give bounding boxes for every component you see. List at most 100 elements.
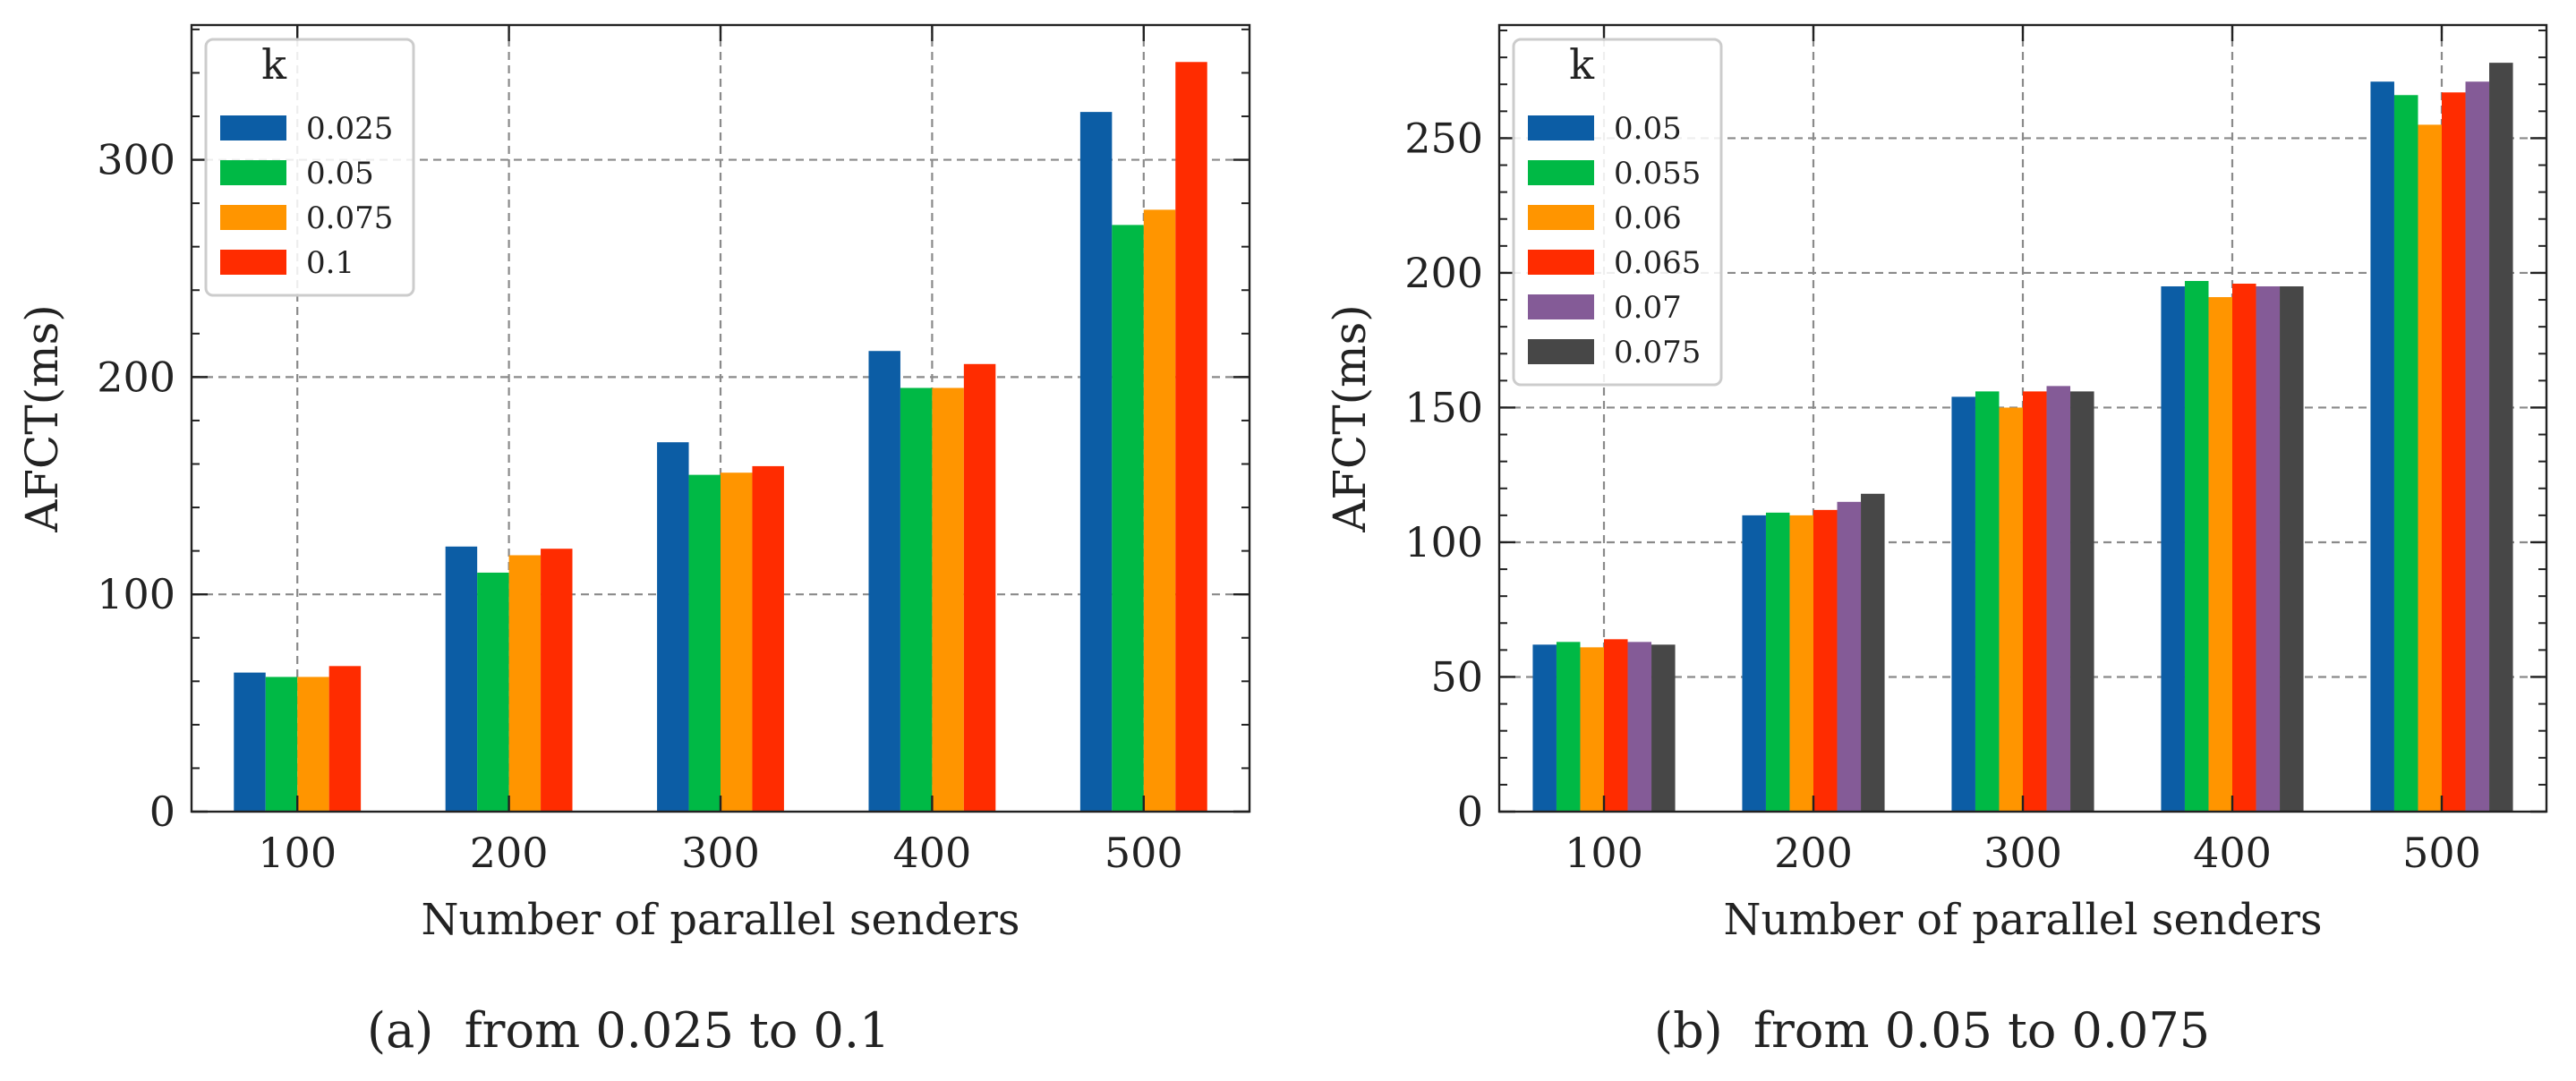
chart-b-bar (2161, 285, 2185, 812)
chart-a: 0 100 200 300 100 200 300 400 500 Number of paral… (16, 23, 1251, 945)
chart-a-y-tick-label: 200 (97, 353, 175, 401)
chart-b-bar (2280, 285, 2304, 812)
caption-b: (b) from 0.05 to 0.075 (1654, 1002, 2210, 1059)
chart-b-bar (2418, 124, 2442, 813)
caption-a-text: from 0.025 to 0.1 (464, 1002, 891, 1059)
chart-a-bar (900, 387, 933, 812)
chart-a-legend-label: 0.075 (306, 200, 393, 236)
chart-a-y-axis-label: AFCT(ms) (16, 304, 68, 533)
chart-b-legend-label: 0.075 (1614, 335, 1701, 370)
chart-b-x-tick-label: 300 (1983, 829, 2062, 877)
chart-b-bar (1789, 515, 1813, 812)
chart-b-bar (1861, 493, 1885, 812)
chart-b-bar (1532, 644, 1557, 812)
chart-b-legend-label: 0.07 (1614, 290, 1682, 326)
chart-a-bar (868, 351, 900, 812)
caption-b-label: (b) (1654, 1002, 1723, 1059)
chart-b-bar (2442, 92, 2466, 813)
chart-a-x-tick-label: 300 (681, 829, 760, 877)
chart-b-legend-swatch (1528, 294, 1594, 319)
chart-b: 0 50 100 150 200 250 100 200 300 400 500 Number of … (1324, 23, 2548, 945)
chart-b-bar (2465, 81, 2490, 812)
chart-a-legend-title: k (261, 40, 287, 89)
chart-b-bar (2232, 283, 2256, 812)
chart-a-bar (1079, 112, 1113, 812)
chart-b-x-tick-label: 500 (2402, 829, 2481, 877)
chart-b-bar (1556, 642, 1581, 812)
chart-a-bar (265, 677, 298, 812)
chart-a-bar (445, 546, 478, 812)
chart-a-legend-swatch (220, 205, 286, 230)
chart-b-y-axis-label: AFCT(ms) (1324, 304, 1376, 533)
chart-b-bar (2046, 386, 2071, 812)
chart-b-bar (2393, 95, 2418, 813)
caption-a-label: (a) (367, 1002, 434, 1059)
chart-b-bar (1580, 647, 1604, 812)
chart-b-y-tick-label: 200 (1404, 249, 1483, 297)
chart-a-bar (328, 666, 362, 812)
chart-a-legend-swatch (220, 115, 286, 140)
chart-a-bar (1175, 62, 1207, 813)
caption-a: (a) from 0.025 to 0.1 (367, 1002, 890, 1059)
caption-b-text: from 0.05 to 0.075 (1753, 1002, 2211, 1059)
chart-b-bar (2070, 391, 2094, 812)
chart-a-bar (477, 572, 509, 812)
chart-b-y-tick-label: 250 (1404, 114, 1483, 162)
chart-a-legend-label: 0.025 (306, 111, 393, 147)
chart-b-legend-swatch (1528, 250, 1594, 275)
chart-b-bar (1837, 501, 1862, 812)
chart-b-bar (1813, 509, 1838, 812)
chart-a-x-tick-label: 500 (1105, 829, 1183, 877)
chart-a-x-tick-label: 100 (258, 829, 337, 877)
chart-b-legend-swatch (1528, 205, 1594, 230)
chart-b-legend-swatch (1528, 160, 1594, 185)
chart-b-x-tick-label: 100 (1565, 829, 1643, 877)
chart-b-x-tick-label: 200 (1774, 829, 1853, 877)
chart-a-legend-label: 0.05 (306, 156, 374, 192)
chart-b-bar (1742, 515, 1766, 812)
chart-a-bar (657, 442, 689, 812)
chart-a-bar (752, 465, 784, 812)
chart-a-bar (721, 472, 753, 812)
chart-a-legend-swatch (220, 250, 286, 275)
chart-b-bar (2256, 285, 2281, 812)
chart-b-bar (2184, 280, 2209, 812)
chart-b-bar (1999, 407, 2023, 812)
chart-a-bar (1112, 225, 1144, 812)
chart-b-legend-label: 0.065 (1614, 245, 1701, 281)
chart-a-bar (1143, 209, 1176, 813)
chart-a-bar (234, 672, 266, 812)
chart-b-bar (1627, 642, 1652, 812)
chart-a-bar (297, 677, 329, 812)
chart-b-bar (1765, 512, 1790, 812)
chart-b-y-tick-label: 50 (1430, 652, 1483, 701)
chart-b-y-tick-label: 0 (1457, 787, 1483, 836)
chart-a-y-tick-label: 0 (149, 787, 175, 836)
chart-b-y-tick-label: 150 (1404, 383, 1483, 431)
chart-b-x-tick-label: 400 (2193, 829, 2272, 877)
chart-a-legend-label: 0.1 (306, 245, 354, 281)
chart-b-bar (2023, 391, 2047, 812)
chart-a-x-tick-label: 400 (892, 829, 971, 877)
chart-a-bar (541, 549, 573, 812)
chart-b-bar (2489, 63, 2513, 812)
chart-b-legend-label: 0.06 (1614, 200, 1682, 236)
chart-b-bar (2370, 81, 2394, 812)
chart-b-bar (2208, 297, 2232, 812)
chart-a-y-tick-label: 100 (97, 570, 175, 618)
chart-b-bar (1651, 644, 1676, 812)
chart-b-y-tick-label: 100 (1404, 518, 1483, 566)
chart-a-x-axis-label: Number of parallel senders (422, 895, 1020, 945)
chart-a-bar (688, 474, 721, 812)
chart-b-legend-label: 0.05 (1614, 111, 1682, 147)
chart-a-x-tick-label: 200 (470, 829, 549, 877)
chart-a-y-tick-label: 300 (97, 136, 175, 184)
chart-b-legend-title: k (1569, 40, 1595, 89)
chart-b-bar (1975, 391, 2000, 812)
chart-a-legend-box (204, 38, 415, 297)
chart-b-bar (1604, 639, 1628, 812)
chart-a-bar (508, 555, 542, 812)
chart-b-legend-swatch (1528, 339, 1594, 364)
chart-b-legend-swatch (1528, 115, 1594, 140)
